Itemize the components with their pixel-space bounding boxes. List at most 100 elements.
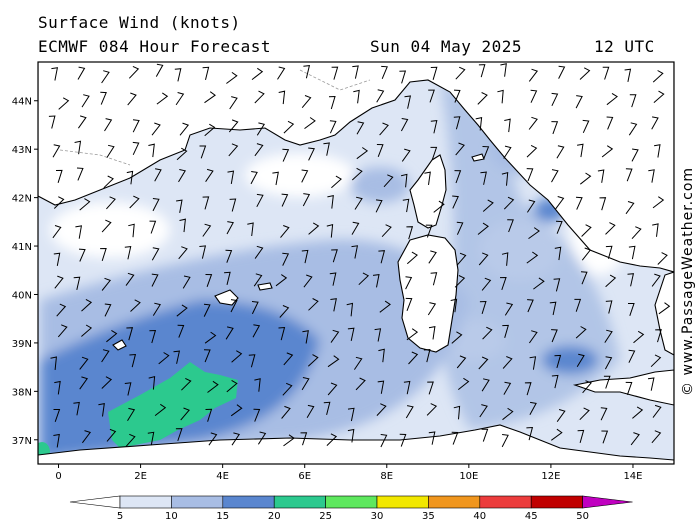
wind-barb: [327, 382, 338, 396]
wind-barb: [575, 95, 583, 109]
lon-label: 4E: [216, 471, 229, 482]
wind-barb: [182, 275, 191, 289]
wind-barb: [606, 116, 614, 130]
wind-barb: [247, 222, 254, 237]
wind-barb: [433, 200, 445, 213]
wind-barb: [379, 300, 391, 313]
wind-barb: [331, 249, 338, 263]
wind-barb: [430, 146, 438, 160]
wind-barb: [579, 407, 590, 421]
wind-barb: [551, 169, 559, 183]
lon-label: 8E: [380, 471, 393, 482]
wind-barb: [231, 350, 243, 363]
wind-barb: [104, 118, 113, 132]
wind-barb: [179, 218, 186, 233]
wind-barb: [526, 426, 534, 441]
wind-barb: [482, 199, 494, 212]
wind-barb: [503, 196, 515, 210]
wind-barb: [248, 354, 256, 368]
wind-barb: [127, 92, 137, 106]
wind-barb: [581, 224, 592, 237]
wind-barb: [499, 276, 507, 291]
wind-barb: [405, 276, 413, 290]
wind-barb: [208, 432, 218, 446]
wind-barb: [481, 428, 489, 442]
wind-barb: [351, 167, 363, 181]
wind-barb: [226, 71, 238, 84]
wind-barb: [327, 194, 334, 209]
legend-arrow-low: [69, 495, 121, 509]
wind-barb: [329, 272, 337, 286]
legend-tick-label: 15: [216, 511, 229, 522]
wind-barb: [225, 326, 234, 340]
lon-label: 0: [55, 471, 61, 482]
legend-tick-label: 45: [525, 511, 538, 522]
wind-barb: [256, 122, 265, 136]
wind-barb: [178, 169, 186, 183]
wind-barb: [352, 65, 359, 79]
wind-barb: [100, 91, 107, 105]
wind-barb: [101, 70, 110, 84]
wind-barb: [77, 66, 86, 80]
wind-barb: [554, 354, 562, 369]
wind-barb: [329, 120, 337, 134]
wind-barb: [125, 433, 136, 447]
map-title: Surface Wind (knots): [38, 13, 241, 32]
wind-barb: [152, 198, 160, 212]
wind-barb: [353, 356, 363, 370]
legend-tick-label: 25: [319, 511, 332, 522]
wind-barb: [126, 327, 134, 341]
wind-barb: [631, 226, 642, 240]
wind-barb: [383, 174, 394, 188]
wind-barb: [482, 326, 493, 340]
wind-barb: [481, 277, 492, 291]
wind-barb: [378, 348, 385, 363]
wind-barb: [375, 199, 383, 213]
wind-barb: [625, 381, 633, 395]
wind-barb: [501, 434, 509, 448]
wind-barb: [354, 196, 363, 210]
wind-barb: [501, 172, 509, 186]
wind-barb: [347, 327, 355, 342]
wind-barb: [633, 330, 645, 344]
wind-barb: [251, 67, 264, 80]
wind-barb: [281, 193, 289, 207]
wind-barb: [497, 89, 504, 104]
wind-barb: [503, 381, 512, 395]
wind-barb: [356, 121, 365, 135]
wind-barb: [283, 120, 295, 134]
wind-barb: [283, 352, 294, 366]
wind-barb: [558, 65, 566, 79]
wind-barb: [53, 196, 65, 209]
wind-barb: [199, 245, 207, 259]
wind-barb: [478, 64, 486, 78]
wind-barb: [605, 245, 613, 259]
wind-barb: [455, 66, 466, 80]
wind-barb: [53, 252, 61, 266]
legend-swatch: [530, 495, 583, 509]
wind-barb: [477, 92, 488, 105]
wind-barb: [229, 96, 238, 110]
wind-barb: [100, 247, 107, 262]
wind-barb: [225, 249, 233, 263]
wind-barb: [199, 145, 207, 159]
wind-barb: [601, 145, 614, 158]
wind-barb: [326, 224, 334, 238]
wind-barb: [283, 434, 295, 447]
wind-barb: [351, 221, 360, 235]
wind-barb: [549, 301, 557, 316]
wind-barb: [302, 330, 309, 344]
lat-label: 37N: [12, 436, 32, 447]
wind-barb: [202, 66, 210, 81]
wind-barb: [53, 409, 61, 422]
wind-barb: [54, 380, 61, 395]
wind-barb: [551, 92, 559, 107]
wind-barb: [77, 115, 87, 129]
wind-barb: [303, 65, 311, 79]
wind-barb: [477, 222, 489, 235]
wind-barb: [130, 299, 141, 312]
copyright-notice: © www.PassageWeather.com: [680, 166, 696, 396]
wind-barb: [528, 227, 540, 240]
wind-barb: [81, 94, 90, 108]
